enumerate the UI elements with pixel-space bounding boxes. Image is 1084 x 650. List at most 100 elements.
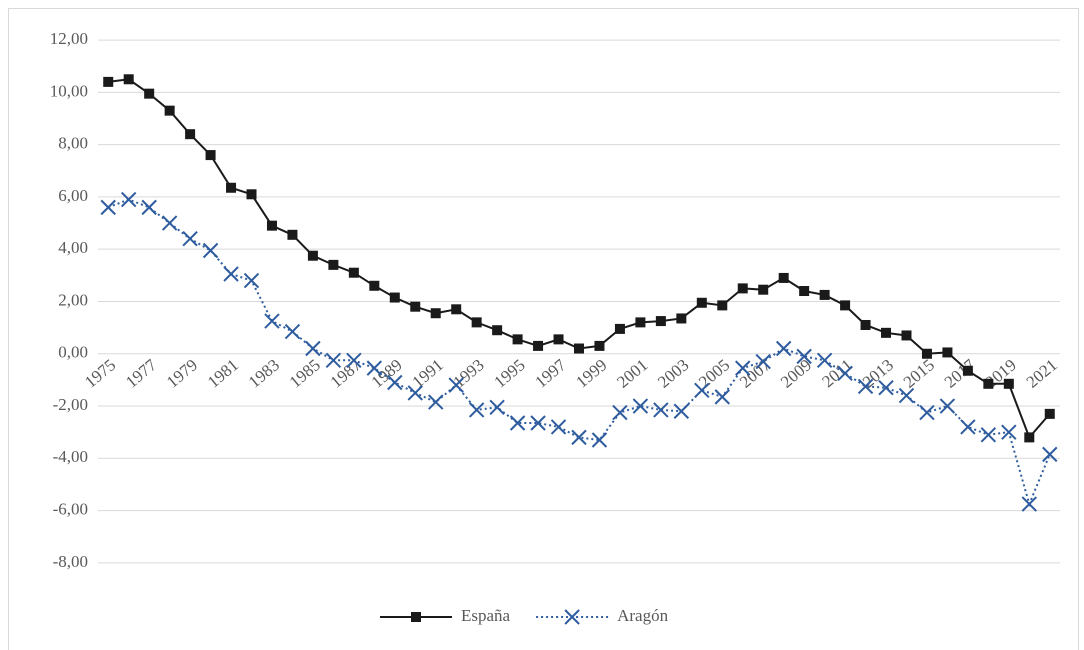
marker [816,352,833,368]
x-tick-label: 2001 [613,355,651,391]
marker [632,398,649,414]
marker [962,365,973,376]
marker [428,394,444,410]
marker [881,327,892,338]
marker [533,340,544,351]
marker [512,334,523,345]
y-tick-label: 0,00 [58,343,88,362]
marker [653,402,669,418]
marker [492,325,503,336]
marker [594,340,605,351]
marker [696,297,707,308]
marker [123,74,134,85]
marker [410,301,421,312]
legend-label: Aragón [617,606,668,625]
marker [325,352,342,368]
marker [161,215,178,231]
y-tick-label: -2,00 [53,395,88,414]
marker [714,389,730,405]
marker [366,360,383,376]
marker [553,334,564,345]
y-tick-label: 4,00 [58,238,88,257]
marker [778,272,789,283]
y-tick-label: 6,00 [58,186,88,205]
marker [223,266,239,282]
series-line [107,198,1051,508]
x-tick-label: 1997 [531,355,570,392]
marker [141,199,157,216]
legend-marker [411,612,421,622]
x-tick-label: 1981 [204,355,242,391]
marker [898,387,915,404]
marker [860,319,871,330]
marker [471,317,482,328]
x-tick-label: 1999 [572,355,610,391]
marker [840,300,851,311]
marker [468,402,485,418]
marker [264,313,280,329]
marker [921,348,932,359]
marker [775,340,792,357]
marker [614,323,625,334]
marker [266,220,277,231]
x-tick-label: 1995 [490,355,528,391]
marker [1044,408,1055,419]
marker [919,404,935,421]
x-tick-label: 1985 [286,355,324,391]
y-tick-label: -4,00 [53,447,88,466]
marker [164,105,175,116]
x-tick-label: 1989 [368,355,406,391]
marker [346,352,362,368]
marker [819,289,830,300]
marker [796,348,812,365]
marker [182,231,198,247]
marker [1042,446,1058,463]
marker [430,308,441,319]
x-tick-label: 2007 [736,355,775,392]
marker [574,343,584,354]
marker [1003,378,1014,389]
marker [591,432,608,448]
marker [1001,424,1017,440]
marker [655,316,666,327]
marker [960,419,976,435]
marker [717,300,728,311]
marker [328,259,339,270]
marker [448,377,464,393]
marker [735,360,751,376]
marker [530,415,546,431]
marker [226,182,237,193]
legend-item: Aragón [536,606,669,625]
x-tick-label: 2003 [654,355,692,391]
y-tick-label: 8,00 [58,134,88,153]
marker [307,250,318,261]
marker [983,378,994,389]
marker [878,380,894,396]
y-tick-label: 2,00 [58,290,88,309]
x-tick-label: 2015 [900,355,938,391]
marker [489,399,505,416]
x-tick-label: 1991 [409,355,447,391]
marker [100,199,116,216]
marker [120,191,137,208]
marker [202,242,219,259]
marker [758,284,769,295]
y-tick-label: -6,00 [53,499,88,518]
marker [635,317,646,328]
marker [387,374,403,391]
marker [185,129,196,140]
y-tick-label: 10,00 [50,81,88,100]
marker [348,267,359,278]
marker [676,313,687,324]
marker [942,347,953,358]
legend-marker [564,609,580,625]
marker [103,76,114,87]
x-tick-label: 1977 [122,355,161,392]
legend-item: España [380,606,511,625]
marker [755,353,771,370]
legend-label: España [461,606,511,625]
marker [389,292,400,303]
marker [857,378,874,395]
marker [901,330,912,341]
